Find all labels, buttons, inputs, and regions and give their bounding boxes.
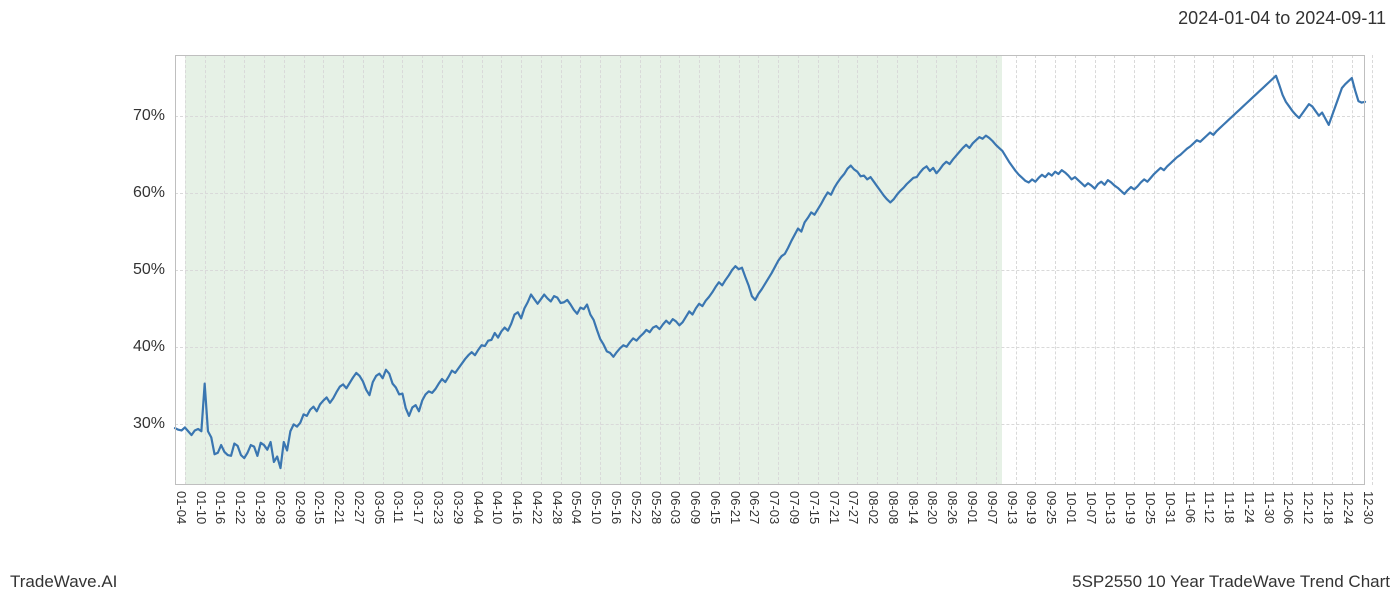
xtick-label: 09-07	[985, 491, 1000, 524]
xtick-label: 01-04	[174, 491, 189, 524]
xtick-label: 09-19	[1024, 491, 1039, 524]
footer-brand: TradeWave.AI	[10, 572, 117, 592]
xtick-label: 03-05	[372, 491, 387, 524]
xtick-label: 08-14	[906, 491, 921, 524]
xtick-label: 02-21	[332, 491, 347, 524]
line-series	[175, 76, 1365, 468]
xtick-label: 10-01	[1064, 491, 1079, 524]
xtick-label: 03-29	[451, 491, 466, 524]
chart-container: 2024-01-04 to 2024-09-11 30% 40% 50% 60% 70%…	[0, 0, 1400, 600]
xtick-label: 06-27	[747, 491, 762, 524]
xtick-label: 10-31	[1163, 491, 1178, 524]
chart-plot-area	[175, 55, 1365, 485]
ytick-label: 60%	[113, 184, 165, 202]
ytick-label: 50%	[113, 261, 165, 279]
xtick-label: 08-20	[925, 491, 940, 524]
xtick-label: 04-10	[490, 491, 505, 524]
xtick-label: 06-09	[688, 491, 703, 524]
xtick-label: 10-07	[1084, 491, 1099, 524]
xtick-label: 01-28	[253, 491, 268, 524]
xtick-label: 04-04	[471, 491, 486, 524]
xtick-label: 05-10	[589, 491, 604, 524]
date-range-title: 2024-01-04 to 2024-09-11	[1178, 8, 1386, 29]
footer-chart-title: 5SP2550 10 Year TradeWave Trend Chart	[1072, 572, 1390, 592]
xtick-label: 09-25	[1044, 491, 1059, 524]
xtick-label: 01-16	[213, 491, 228, 524]
line-series-svg	[175, 55, 1365, 485]
xtick-label: 01-22	[233, 491, 248, 524]
xtick-label: 05-28	[649, 491, 664, 524]
xtick-label: 04-22	[530, 491, 545, 524]
xtick-label: 04-16	[510, 491, 525, 524]
xtick-label: 08-02	[866, 491, 881, 524]
xtick-label: 03-17	[411, 491, 426, 524]
xtick-label: 12-30	[1361, 491, 1376, 524]
xtick-label: 02-15	[312, 491, 327, 524]
xtick-label: 02-09	[293, 491, 308, 524]
xtick-label: 09-13	[1005, 491, 1020, 524]
xtick-label: 09-01	[965, 491, 980, 524]
xtick-label: 03-23	[431, 491, 446, 524]
xtick-label: 05-22	[629, 491, 644, 524]
xtick-label: 12-18	[1321, 491, 1336, 524]
xtick-label: 12-24	[1341, 491, 1356, 524]
grid-v	[1372, 55, 1373, 485]
xtick-label: 11-30	[1262, 491, 1277, 523]
xtick-label: 12-12	[1301, 491, 1316, 524]
ytick-label: 70%	[113, 107, 165, 125]
xtick-label: 05-16	[609, 491, 624, 524]
ytick-label: 30%	[113, 415, 165, 433]
xtick-label: 01-10	[194, 491, 209, 524]
xtick-label: 12-06	[1281, 491, 1296, 524]
xtick-label: 06-03	[668, 491, 683, 524]
ytick-label: 40%	[113, 338, 165, 356]
xtick-label: 02-03	[273, 491, 288, 524]
xtick-label: 07-15	[807, 491, 822, 524]
xtick-label: 11-06	[1183, 491, 1198, 523]
xtick-label: 11-12	[1202, 491, 1217, 523]
xtick-label: 06-15	[708, 491, 723, 524]
xtick-label: 10-13	[1103, 491, 1118, 524]
xtick-label: 08-08	[886, 491, 901, 524]
xtick-label: 02-27	[352, 491, 367, 524]
xtick-label: 11-24	[1242, 491, 1257, 523]
xtick-label: 10-25	[1143, 491, 1158, 524]
xtick-label: 05-04	[569, 491, 584, 524]
xtick-label: 07-09	[787, 491, 802, 524]
xtick-label: 07-21	[827, 491, 842, 524]
xtick-label: 04-28	[550, 491, 565, 524]
xtick-label: 06-21	[728, 491, 743, 524]
xtick-label: 10-19	[1123, 491, 1138, 524]
xtick-label: 08-26	[945, 491, 960, 524]
xtick-label: 07-27	[846, 491, 861, 524]
xtick-label: 11-18	[1222, 491, 1237, 523]
xtick-label: 07-03	[767, 491, 782, 524]
xtick-label: 03-11	[391, 491, 406, 523]
